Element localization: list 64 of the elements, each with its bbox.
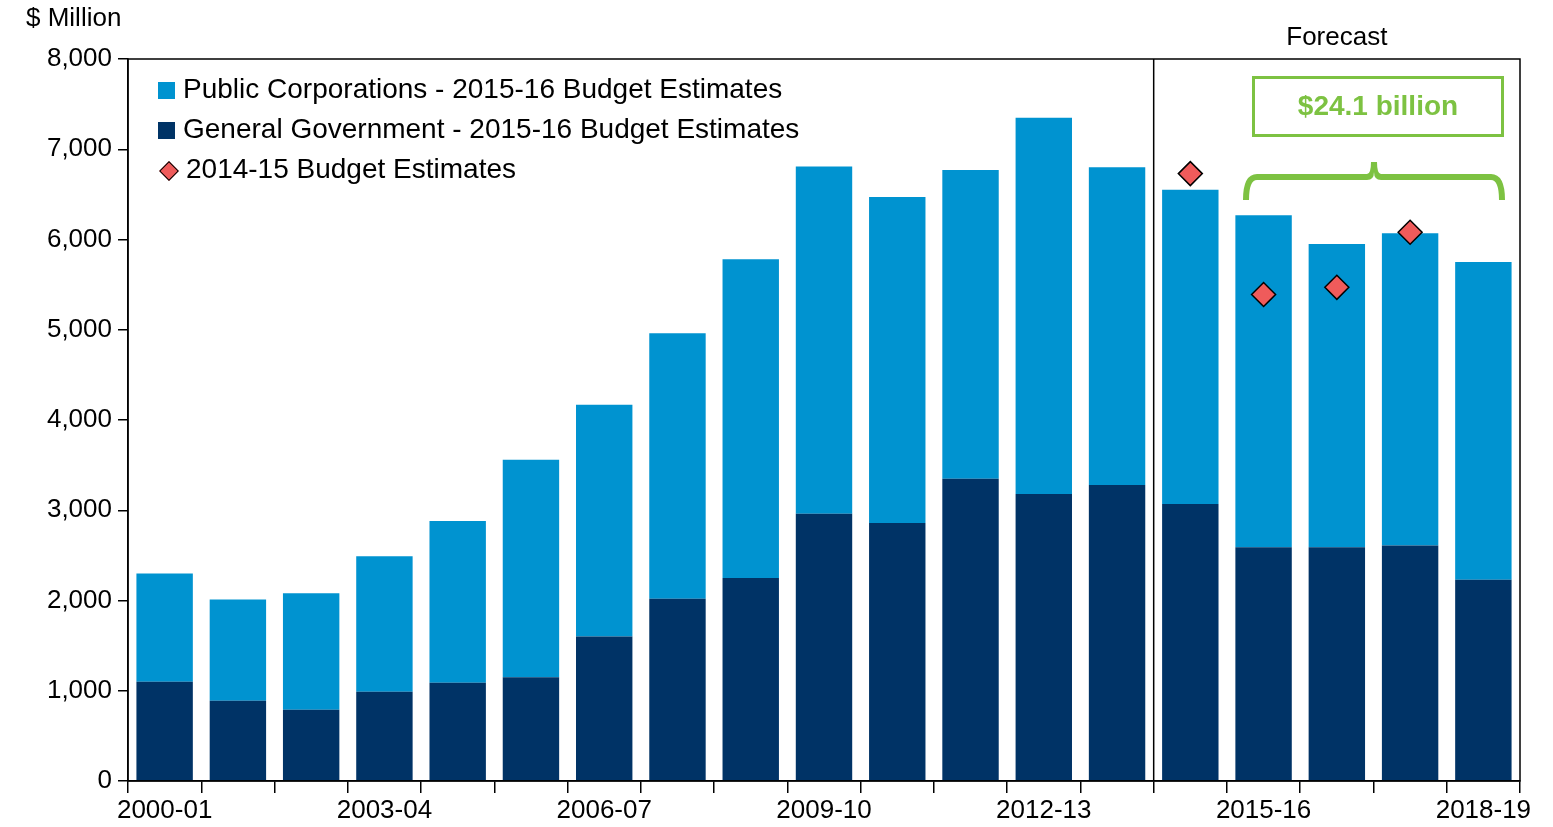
bar [1308, 547, 1366, 781]
bar [722, 259, 779, 578]
bar [1015, 117, 1072, 495]
text: Forecast [1286, 21, 1389, 52]
y-tick-label: 4,000 [46, 403, 112, 434]
bar [282, 709, 340, 781]
y-tick-label: 7,000 [46, 132, 112, 163]
bar [722, 577, 779, 781]
bar [1308, 244, 1366, 548]
bar [649, 598, 706, 781]
bar [502, 459, 560, 678]
y-tick-label: 6,000 [46, 222, 112, 253]
x-tick-label: 2012-13 [996, 793, 1092, 824]
legend-label: Public Corporations - 2015-16 Budget Estimates [183, 73, 783, 104]
bar [1088, 167, 1146, 485]
bar [1381, 233, 1439, 546]
legend-label: 2014-15 Budget Estimates [186, 153, 516, 184]
y-tick-label: 8,000 [46, 42, 112, 73]
bar [136, 681, 193, 781]
bar [1088, 484, 1146, 781]
bar [795, 166, 853, 514]
bar [1235, 547, 1292, 781]
y-tick-label: 3,000 [46, 493, 112, 524]
x-tick-label: 2009-10 [776, 793, 872, 824]
bar [209, 599, 267, 701]
bar [649, 333, 706, 599]
bar [576, 404, 633, 637]
x-tick-label: 2006-07 [556, 793, 652, 824]
bar [1235, 215, 1292, 548]
bar [282, 593, 340, 710]
bar [356, 691, 413, 781]
bar [942, 170, 999, 479]
bar [502, 677, 560, 781]
bar [869, 522, 926, 781]
bar [576, 636, 633, 781]
point [1397, 219, 1423, 246]
point [1250, 281, 1277, 308]
bar [429, 521, 486, 683]
x-tick-label: 2015-16 [1215, 793, 1312, 824]
bar [429, 682, 486, 781]
annotation: $24.1 billion [1252, 76, 1504, 137]
point [1324, 274, 1350, 301]
bar [869, 197, 926, 523]
y-tick-label: 0 [97, 764, 112, 795]
x-tick-label: 2003-04 [336, 793, 433, 824]
y-tick-label: 1,000 [46, 673, 112, 704]
bar [136, 573, 193, 682]
bar [1455, 579, 1512, 781]
bar [1381, 545, 1439, 781]
x-tick-label: 2000-01 [116, 793, 213, 824]
x-tick-label: 2018-19 [1435, 793, 1532, 824]
bar [795, 513, 853, 781]
y-axis-title: $ Million [26, 2, 122, 33]
bar [1162, 189, 1219, 504]
y-tick-label: 2,000 [46, 583, 112, 614]
bar [356, 556, 413, 692]
bar [1455, 262, 1512, 580]
bar [1015, 494, 1072, 781]
point [1177, 160, 1204, 187]
bar [942, 478, 999, 781]
y-tick-label: 5,000 [46, 312, 112, 343]
legend-label: General Government - 2015-16 Budget Estimates [183, 113, 800, 144]
bar [1162, 503, 1219, 781]
bar [209, 700, 267, 781]
